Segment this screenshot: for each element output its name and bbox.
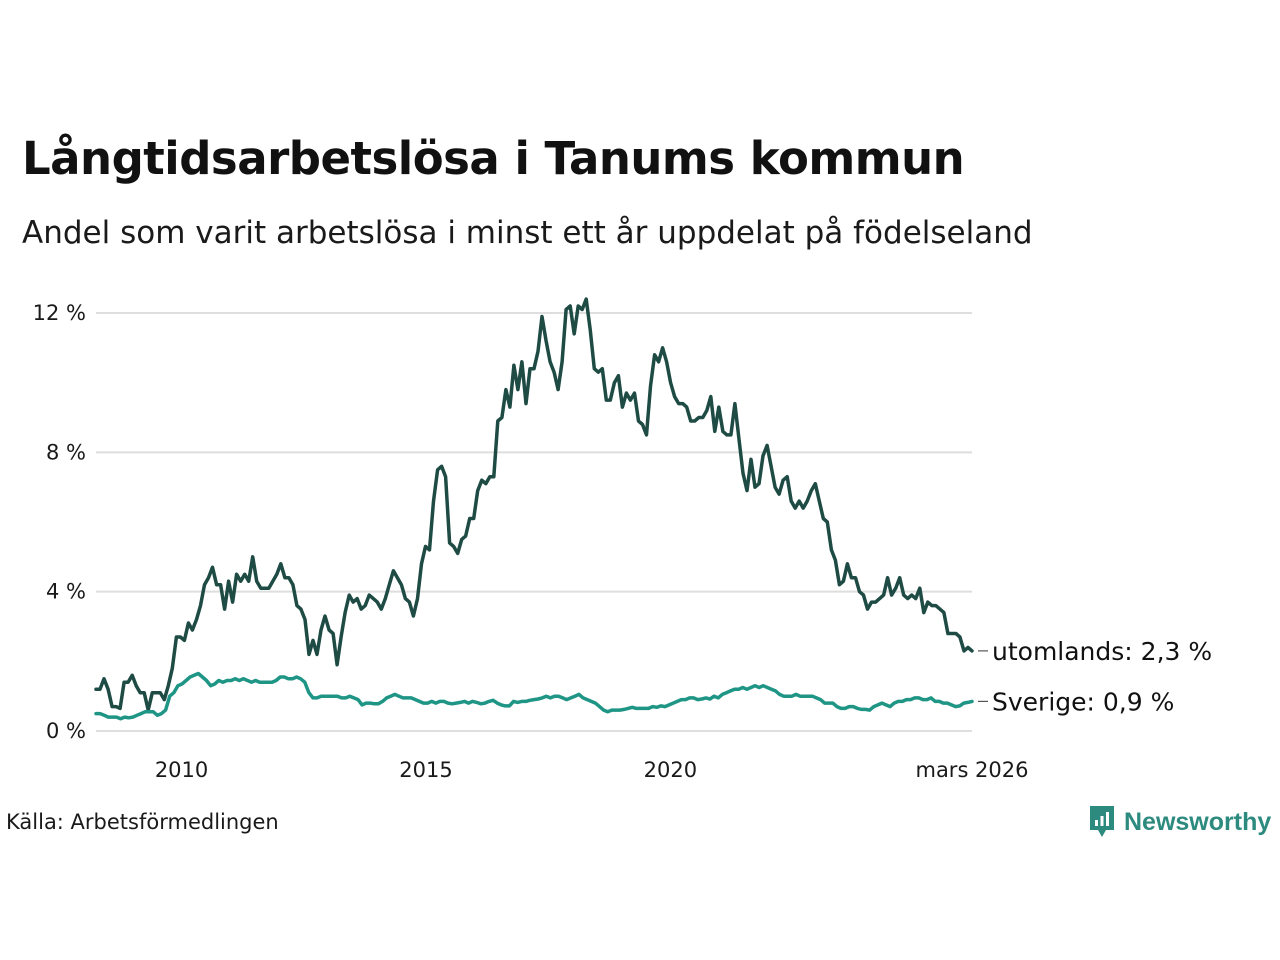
chart-gridlines [96,312,972,732]
brand-name: Newsworthy [1124,807,1272,836]
chart-series [94,297,974,721]
chart-title: Långtidsarbetslösa i Tanums kommun [22,132,965,185]
y-tick-label: 12 % [33,301,86,325]
source-note: Källa: Arbetsförmedlingen [6,810,279,834]
x-axis-labels: 2010 2015 2020 mars 2026 [155,758,1029,782]
x-tick-label: 2010 [155,758,208,782]
y-tick-label: 8 % [46,440,86,464]
x-tick-label: mars 2026 [915,758,1028,782]
x-tick-label: 2015 [399,758,452,782]
series-end-labels: utomlands: 2,3 % Sverige: 0,9 % [978,637,1212,716]
x-tick-label: 2020 [644,758,697,782]
y-axis-labels: 0 % 4 % 8 % 12 % [33,301,86,743]
brand-logo[interactable]: Newsworthy [1088,804,1271,840]
series-end-label-sverige: Sverige: 0,9 % [992,687,1174,716]
series-line-utomlands [94,297,974,712]
series-line-sverige [94,671,974,721]
y-tick-label: 0 % [46,719,86,743]
y-tick-label: 4 % [46,580,86,604]
newsworthy-logo-icon [1090,806,1114,837]
series-end-label-utomlands: utomlands: 2,3 % [992,637,1212,666]
chart-subtitle: Andel som varit arbetslösa i minst ett å… [22,215,1033,251]
